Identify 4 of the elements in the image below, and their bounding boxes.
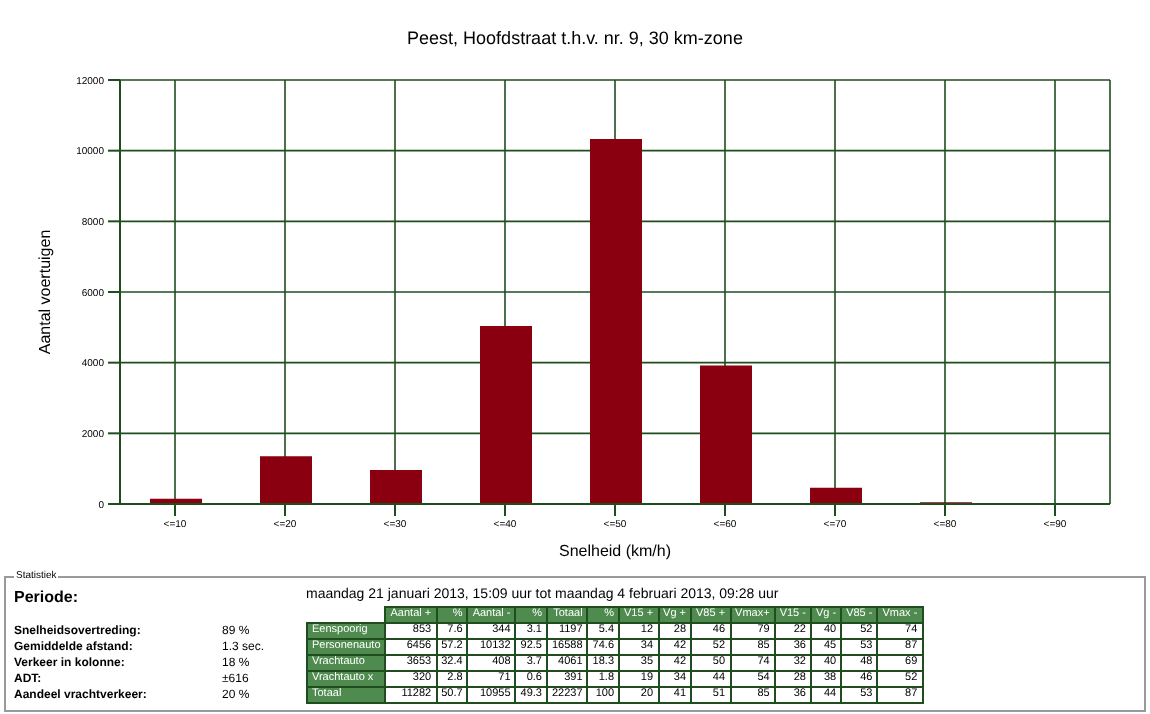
chart-title: Peest, Hoofdstraat t.h.v. nr. 9, 30 km-zone xyxy=(405,28,745,48)
y-axis-title: Aantal voertuigen xyxy=(35,229,54,355)
x-axis-title: Snelheid (km/h) xyxy=(558,542,672,560)
text: Periode: xyxy=(14,588,79,606)
